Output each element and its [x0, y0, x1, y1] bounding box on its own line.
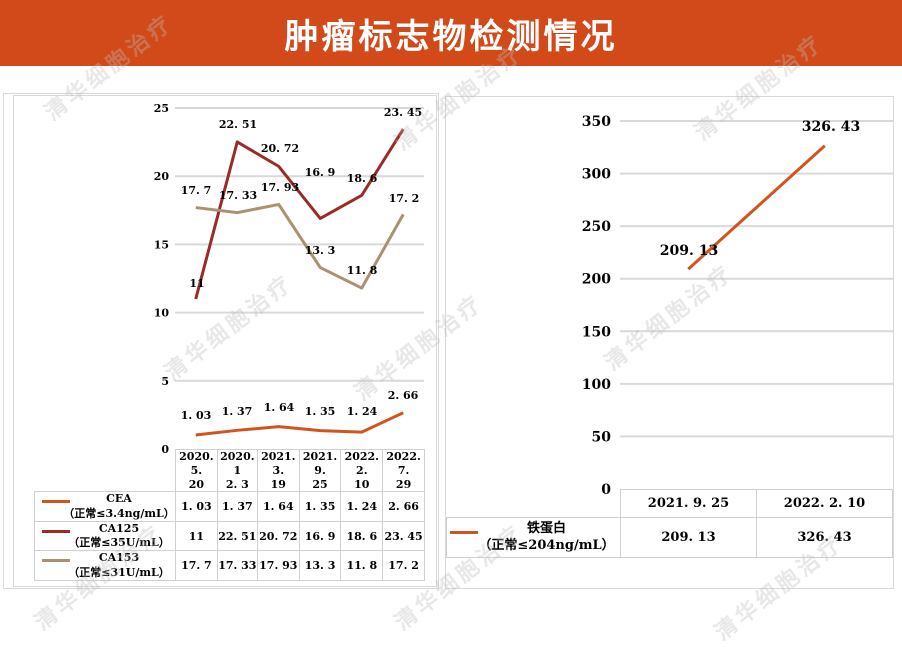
- page-title: 肿瘤标志物检测情况: [284, 16, 618, 57]
- data-label: 17. 2: [389, 192, 420, 205]
- table-cell: 23. 45: [382, 520, 425, 552]
- series-line-ca125: [194, 128, 405, 300]
- y-tick-label: 300: [582, 167, 611, 183]
- y-tick-label: 200: [582, 272, 611, 288]
- table-row-cea: CEA （正常≤3.4ng/mL） 1. 03 1. 37 1. 64 1. 35…: [34, 491, 425, 522]
- data-label: 13. 3: [305, 244, 336, 257]
- table-corner: [447, 490, 621, 518]
- table-cell: 326. 43: [756, 517, 893, 558]
- table-cell: 11: [175, 520, 218, 552]
- y-tick-label: 350: [582, 114, 611, 130]
- legend-line-ca153: [42, 559, 70, 563]
- data-label: 2. 66: [388, 389, 419, 402]
- data-label: 1. 64: [264, 401, 295, 414]
- y-tick-label: 0: [601, 482, 611, 498]
- y-tick-label: 0: [161, 443, 169, 456]
- header-banner: 肿瘤标志物检测情况: [0, 0, 902, 66]
- legend-ca153: CA153 （正常≤31U/mL）: [34, 550, 176, 582]
- data-label: 20. 72: [261, 142, 299, 155]
- table-row-ca153: CA153 （正常≤31U/mL） 17. 7 17. 33 17. 93 13.…: [34, 550, 425, 582]
- table-cell: 11. 8: [340, 550, 384, 582]
- left-chart-panel: [13, 95, 437, 587]
- table-cell: 209. 13: [620, 517, 757, 558]
- table-cell: 2. 66: [382, 491, 425, 522]
- table-header-cell: 2021. 9. 25: [620, 489, 757, 518]
- table-corner: [35, 450, 176, 492]
- table-header-cell: 2020. 1 2. 3: [216, 448, 258, 493]
- table-header-row: 2020. 5. 20 2020. 1 2. 3 2021. 3. 19 2021. …: [35, 448, 425, 493]
- table-header-cell: 2021. 9. 25: [298, 448, 342, 493]
- y-tick-label: 150: [582, 324, 611, 340]
- legend-ca125: CA125 （正常≤35U/mL）: [34, 520, 176, 552]
- data-label: 1. 35: [305, 405, 336, 418]
- y-tick-label: 250: [582, 219, 611, 235]
- table-cell: 1. 35: [298, 491, 342, 522]
- y-tick-label: 20: [154, 170, 170, 183]
- y-tick-label: 100: [582, 377, 611, 393]
- table-cell: 20. 72: [256, 520, 300, 552]
- legend-ferritin: 铁蛋白 （正常≤204ng/mL）: [446, 517, 621, 558]
- table-cell: 1. 24: [340, 491, 384, 522]
- series-line-cea: [195, 411, 404, 437]
- table-header-cell: 2022. 2. 10: [756, 489, 893, 518]
- legend-cea: CEA （正常≤3.4ng/mL）: [34, 491, 176, 522]
- table-header-cell: 2020. 5. 20: [175, 448, 218, 493]
- table-cell: 22. 51: [216, 520, 258, 552]
- data-label: 23. 45: [384, 106, 422, 119]
- data-label: 17. 7: [181, 184, 212, 197]
- legend-line-ca125: [42, 529, 70, 533]
- data-label: 11. 8: [347, 264, 378, 277]
- table-header-cell: 2022. 7. 29: [382, 448, 425, 493]
- table-row-ca125: CA125 （正常≤35U/mL） 11 22. 51 20. 72 16. 9 …: [34, 520, 425, 552]
- y-tick-label: 25: [154, 102, 169, 115]
- left-outer-frame: [3, 93, 439, 589]
- y-tick-label: 10: [154, 307, 170, 320]
- table-cell: 16. 9: [298, 520, 342, 552]
- data-label: 16. 9: [305, 166, 336, 179]
- table-cell: 13. 3: [298, 550, 342, 582]
- data-label: 11: [189, 277, 204, 290]
- data-label: 209. 13: [660, 243, 718, 259]
- data-label: 17. 33: [219, 189, 257, 202]
- table-cell: 17. 2: [382, 550, 425, 582]
- right-data-table: 2021. 9. 25 2022. 2. 10 铁蛋白 （正常≤204ng/mL）…: [446, 489, 893, 558]
- series-line-ca153: [195, 202, 405, 290]
- legend-line-cea: [42, 500, 70, 504]
- legend-line-ferritin: [450, 531, 478, 534]
- data-label: 1. 03: [181, 409, 212, 422]
- data-label: 1. 24: [347, 405, 378, 418]
- data-label: 1. 37: [222, 405, 253, 418]
- table-cell: 17. 33: [216, 550, 258, 582]
- y-tick-label: 15: [154, 238, 169, 251]
- series-line-ferritin: [687, 144, 826, 271]
- right-chart-panel: [445, 96, 894, 589]
- table-cell: 17. 93: [256, 550, 300, 582]
- data-label: 18. 6: [347, 172, 378, 185]
- left-data-table: 2020. 5. 20 2020. 1 2. 3 2021. 3. 19 2021. …: [34, 448, 425, 582]
- y-tick-label: 50: [592, 429, 612, 445]
- table-header-row: 2021. 9. 25 2022. 2. 10: [447, 489, 893, 518]
- table-row-ferritin: 铁蛋白 （正常≤204ng/mL） 209. 13 326. 43: [446, 517, 893, 558]
- table-cell: 18. 6: [340, 520, 384, 552]
- table-cell: 17. 7: [175, 550, 218, 582]
- y-tick-label: 5: [161, 375, 169, 388]
- data-label: 22. 51: [219, 118, 257, 131]
- table-cell: 1. 64: [256, 491, 300, 522]
- data-label: 326. 43: [802, 119, 860, 135]
- table-header-cell: 2021. 3. 19: [256, 448, 300, 493]
- table-cell: 1. 03: [175, 491, 218, 522]
- data-label: 17. 93: [261, 181, 299, 194]
- table-header-cell: 2022. 2. 10: [340, 448, 384, 493]
- table-cell: 1. 37: [216, 491, 258, 522]
